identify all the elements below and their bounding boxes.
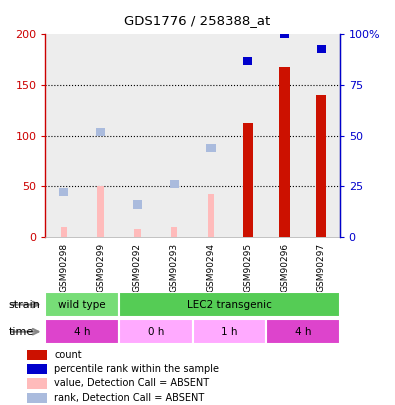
Bar xyxy=(119,34,156,237)
Bar xyxy=(134,229,141,237)
Bar xyxy=(45,319,119,344)
Text: GDS1776 / 258388_at: GDS1776 / 258388_at xyxy=(124,14,271,27)
Bar xyxy=(82,34,119,237)
Text: GSM90294: GSM90294 xyxy=(207,243,215,292)
Text: GSM90293: GSM90293 xyxy=(170,243,179,292)
Bar xyxy=(45,292,119,317)
Bar xyxy=(27,350,47,360)
Text: percentile rank within the sample: percentile rank within the sample xyxy=(54,364,219,374)
Bar xyxy=(45,34,82,237)
Text: count: count xyxy=(54,350,82,360)
Bar xyxy=(119,319,193,344)
Text: GSM90299: GSM90299 xyxy=(96,243,105,292)
Text: LEC2 transgenic: LEC2 transgenic xyxy=(187,300,272,309)
Bar xyxy=(243,123,253,237)
Text: 4 h: 4 h xyxy=(295,327,311,337)
Text: wild type: wild type xyxy=(58,300,106,309)
Text: 0 h: 0 h xyxy=(148,327,164,337)
Bar xyxy=(279,67,290,237)
Bar xyxy=(27,364,47,374)
Text: GSM90296: GSM90296 xyxy=(280,243,289,292)
Text: time: time xyxy=(9,327,34,337)
Bar xyxy=(96,128,105,136)
Bar xyxy=(27,392,47,403)
Bar xyxy=(303,34,340,237)
Text: GSM90295: GSM90295 xyxy=(243,243,252,292)
Bar xyxy=(97,186,104,237)
Bar xyxy=(317,45,326,53)
Bar xyxy=(60,227,67,237)
Bar xyxy=(266,319,340,344)
Text: strain: strain xyxy=(9,300,41,309)
Text: 4 h: 4 h xyxy=(74,327,90,337)
Text: GSM90292: GSM90292 xyxy=(133,243,142,292)
Bar xyxy=(243,57,252,65)
Bar xyxy=(193,319,266,344)
Bar xyxy=(59,188,68,196)
Bar xyxy=(119,292,340,317)
Bar xyxy=(208,194,214,237)
Bar xyxy=(169,180,179,188)
Text: GSM90297: GSM90297 xyxy=(317,243,326,292)
Bar xyxy=(229,34,266,237)
Text: rank, Detection Call = ABSENT: rank, Detection Call = ABSENT xyxy=(54,393,205,403)
Bar xyxy=(266,34,303,237)
Bar xyxy=(316,95,326,237)
Bar xyxy=(280,30,289,38)
Bar xyxy=(171,227,177,237)
Text: 1 h: 1 h xyxy=(221,327,238,337)
Bar xyxy=(156,34,193,237)
Text: value, Detection Call = ABSENT: value, Detection Call = ABSENT xyxy=(54,378,209,388)
Bar xyxy=(27,378,47,389)
Bar xyxy=(206,144,216,152)
Text: GSM90298: GSM90298 xyxy=(59,243,68,292)
Bar xyxy=(133,200,142,209)
Bar xyxy=(193,34,229,237)
